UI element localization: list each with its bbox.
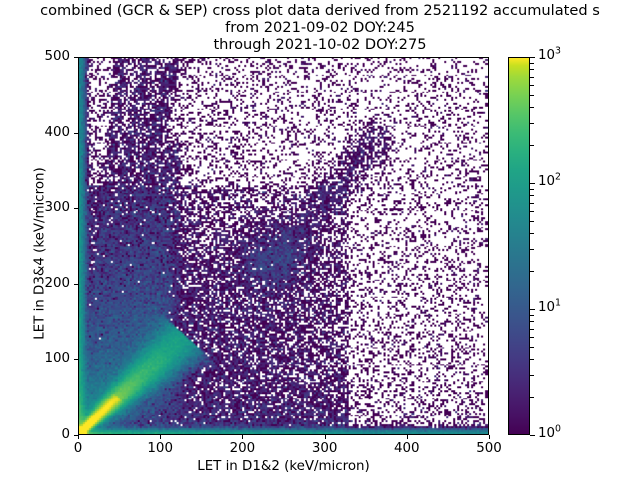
x-tick	[242, 435, 244, 439]
y-tick-label: 200	[44, 275, 70, 291]
title-line-1: combined (GCR & SEP) cross plot data der…	[40, 2, 600, 19]
y-tick	[74, 283, 78, 285]
colorbar-major-tick	[530, 435, 535, 436]
x-tick-label: 500	[476, 441, 502, 456]
colorbar-minor-tick	[530, 374, 534, 376]
plot-title: combined (GCR & SEP) cross plot data der…	[0, 2, 640, 53]
y-axis-label: LET in D3&4 (keV/micron)	[32, 167, 48, 340]
colorbar-tick-label: 101	[538, 297, 562, 315]
y-tick	[74, 359, 78, 361]
y-tick-label: 100	[44, 351, 70, 367]
x-tick-label: 100	[147, 441, 173, 456]
x-tick	[406, 435, 408, 439]
colorbar-minor-tick	[530, 202, 534, 204]
colorbar-minor-tick	[530, 336, 534, 338]
colorbar-minor-tick	[530, 69, 534, 71]
colorbar-minor-tick	[530, 321, 534, 323]
x-tick	[78, 435, 79, 439]
x-tick-label: 200	[229, 441, 256, 456]
y-tick	[74, 57, 78, 58]
colorbar-minor-tick	[530, 359, 534, 361]
colorbar-minor-tick	[530, 62, 534, 64]
y-tick-label: 300	[44, 200, 70, 216]
colorbar-minor-tick	[530, 107, 534, 109]
colorbar: 100 101 102 103	[508, 46, 561, 441]
colorbar-minor-tick	[530, 122, 534, 124]
histogram2d-canvas	[79, 58, 488, 434]
colorbar-minor-tick	[530, 188, 534, 190]
colorbar-minor-tick	[530, 233, 534, 235]
y-tick	[74, 132, 78, 134]
colorbar-minor-tick	[530, 248, 534, 250]
colorbar-minor-tick	[530, 195, 534, 197]
colorbar-minor-tick	[530, 314, 534, 316]
title-line-2: from 2021-09-02 DOY:245	[225, 19, 415, 36]
x-axis-label: LET in D1&2 (keV/micron)	[197, 459, 370, 474]
colorbar-minor-tick	[530, 271, 534, 273]
colorbar-minor-tick	[530, 145, 534, 147]
colorbar-minor-tick	[530, 76, 534, 78]
x-tick-label: 0	[73, 441, 83, 456]
x-tick	[489, 435, 490, 439]
colorbar-major-tick	[530, 309, 535, 310]
colorbar-tick-label: 103	[538, 45, 562, 63]
colorbar-major-tick	[530, 183, 535, 184]
colorbar-minor-tick	[530, 210, 534, 212]
x-tick	[324, 435, 326, 439]
x-tick	[160, 435, 162, 439]
y-tick-label: 500	[44, 49, 70, 64]
colorbar-tick-label: 102	[538, 171, 562, 189]
plot-area	[78, 57, 489, 435]
colorbar-gradient	[508, 57, 530, 435]
x-tick-label: 400	[394, 441, 420, 456]
colorbar-minor-tick	[530, 220, 534, 222]
colorbar-minor-tick	[530, 397, 534, 399]
colorbar-tick-label: 100	[538, 423, 562, 441]
colorbar-minor-tick	[530, 94, 534, 96]
y-tick	[74, 435, 78, 436]
colorbar-minor-tick	[530, 346, 534, 348]
x-tick-label: 300	[311, 441, 338, 456]
colorbar-minor-tick	[530, 84, 534, 86]
colorbar-major-tick	[530, 57, 535, 58]
title-line-3: through 2021-10-02 DOY:275	[213, 36, 427, 53]
y-tick-label: 0	[61, 427, 70, 442]
y-tick-label: 400	[44, 124, 70, 140]
y-tick	[74, 208, 78, 210]
colorbar-minor-tick	[530, 328, 534, 330]
